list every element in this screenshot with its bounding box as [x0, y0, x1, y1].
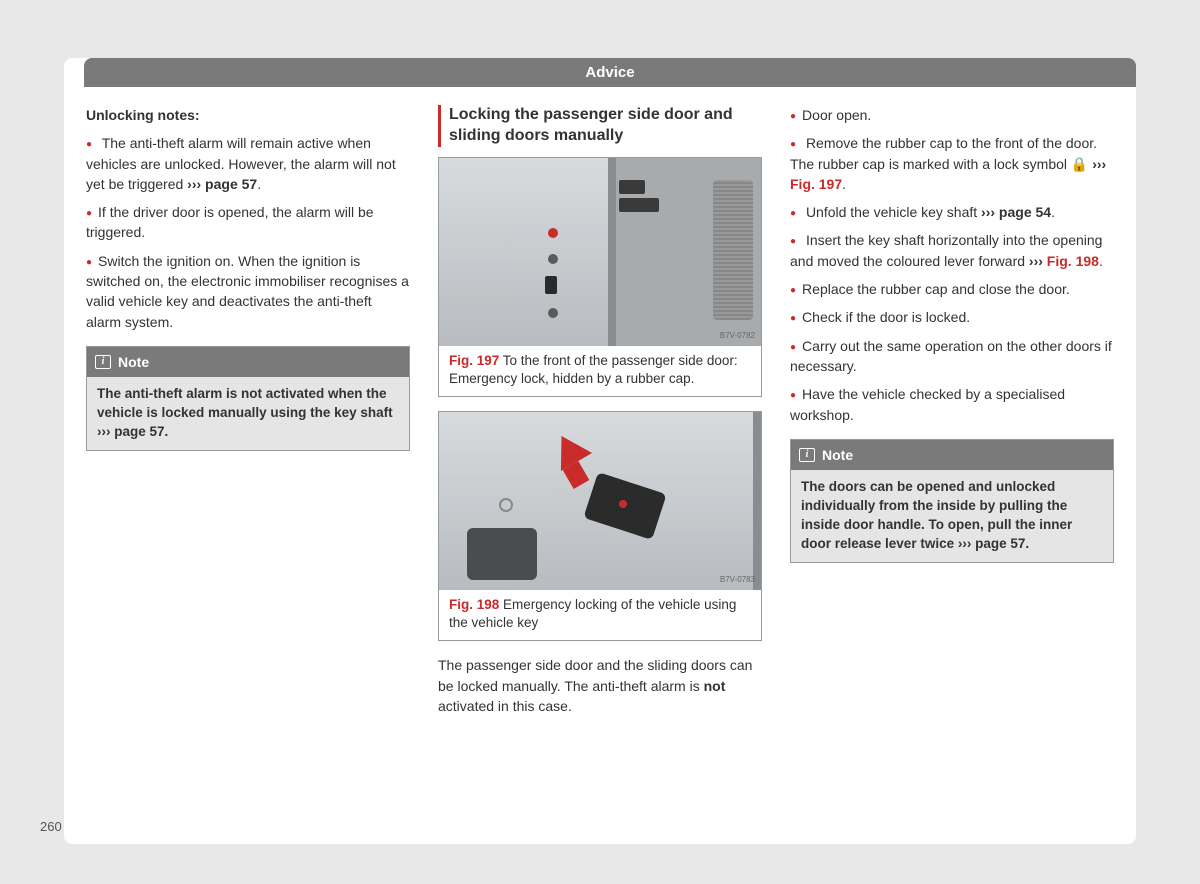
info-icon: i	[799, 448, 815, 462]
page-reference: page 57	[201, 176, 257, 192]
bullet-text: Check if the door is locked.	[802, 309, 970, 325]
list-item: Remove the rubber cap to the front of th…	[790, 133, 1114, 194]
list-item: Door open.	[790, 105, 1114, 125]
column-3: Door open. Remove the rubber cap to the …	[790, 105, 1114, 724]
note-tail: .	[165, 424, 169, 439]
image-code: B7V-0782	[720, 330, 755, 342]
column-1: Unlocking notes: The anti-theft alarm wi…	[86, 105, 410, 724]
bullet-tail: .	[1099, 253, 1103, 269]
bullet-text: Door open.	[802, 107, 871, 123]
locking-manually-title: Locking the passenger side door and slid…	[438, 105, 762, 147]
note-label: Note	[118, 352, 149, 372]
page-reference: page 57	[111, 424, 165, 439]
procedure-list: Door open. Remove the rubber cap to the …	[790, 105, 1114, 425]
ref-arrow-icon: ›››	[1029, 253, 1043, 269]
page-reference: page 54	[995, 204, 1051, 220]
ref-arrow-icon: ›››	[1092, 156, 1106, 172]
list-item: Have the vehicle checked by a specialise…	[790, 384, 1114, 425]
ref-arrow-icon: ›››	[981, 204, 995, 220]
list-item: Check if the door is locked.	[790, 307, 1114, 327]
note-body: The doors can be opened and unlocked ind…	[791, 470, 1113, 562]
figure-198-caption: Fig. 198 Emergency locking of the vehicl…	[439, 590, 761, 640]
ref-arrow-icon: ›››	[187, 176, 201, 192]
content-columns: Unlocking notes: The anti-theft alarm wi…	[64, 87, 1136, 724]
note-text: The doors can be opened and unlocked ind…	[801, 479, 1072, 551]
column-2: Locking the passenger side door and slid…	[438, 105, 762, 724]
note-box: i Note The doors can be opened and unloc…	[790, 439, 1114, 563]
page-number: 260	[40, 819, 62, 834]
bullet-text: Remove the rubber cap to the front of th…	[790, 135, 1097, 171]
note-box: i Note The anti-theft alarm is not activ…	[86, 346, 410, 451]
figure-reference: Fig. 197	[790, 176, 842, 192]
para-bold: not	[704, 678, 726, 694]
note-tail: .	[1025, 536, 1029, 551]
manual-page: Advice Unlocking notes: The anti-theft a…	[64, 58, 1136, 844]
unlocking-notes-list: The anti-theft alarm will remain active …	[86, 133, 410, 332]
figure-197-caption: Fig. 197 To the front of the passenger s…	[439, 346, 761, 396]
ref-arrow-icon: ›››	[97, 424, 111, 439]
figure-reference: Fig. 198	[1043, 253, 1099, 269]
figure-number: Fig. 197	[449, 353, 499, 368]
page-reference: page 57	[971, 536, 1025, 551]
figure-197: B7V-0782 Fig. 197 To the front of the pa…	[438, 157, 762, 397]
image-code: B7V-0783	[720, 574, 755, 586]
note-label: Note	[822, 445, 853, 465]
note-text: The anti-theft alarm is not activated wh…	[97, 386, 393, 420]
figure-197-image: B7V-0782	[439, 158, 761, 346]
bullet-text: Unfold the vehicle key shaft	[806, 204, 981, 220]
list-item: Insert the key shaft horizontally into t…	[790, 230, 1114, 271]
body-paragraph: The passenger side door and the sliding …	[438, 655, 762, 716]
bullet-tail: .	[842, 176, 846, 192]
para-b: activated in this case.	[438, 698, 572, 714]
figure-198: B7V-0783 Fig. 198 Emergency locking of t…	[438, 411, 762, 641]
list-item: If the driver door is opened, the alarm …	[86, 202, 410, 243]
ref-arrow-icon: ›››	[958, 536, 972, 551]
bullet-text: Switch the ignition on. When the ignitio…	[86, 253, 409, 330]
list-item: Switch the ignition on. When the ignitio…	[86, 251, 410, 332]
bullet-tail: .	[257, 176, 261, 192]
section-header: Advice	[84, 58, 1136, 87]
bullet-text: Have the vehicle checked by a specialise…	[790, 386, 1065, 422]
note-header: i Note	[87, 347, 409, 377]
list-item: The anti-theft alarm will remain active …	[86, 133, 410, 194]
figure-number: Fig. 198	[449, 597, 499, 612]
list-item: Carry out the same operation on the othe…	[790, 336, 1114, 377]
bullet-text: Carry out the same operation on the othe…	[790, 338, 1112, 374]
list-item: Unfold the vehicle key shaft ››› page 54…	[790, 202, 1114, 222]
list-item: Replace the rubber cap and close the doo…	[790, 279, 1114, 299]
bullet-text: If the driver door is opened, the alarm …	[86, 204, 374, 240]
bullet-text: Replace the rubber cap and close the doo…	[802, 281, 1070, 297]
note-header: i Note	[791, 440, 1113, 470]
note-body: The anti-theft alarm is not activated wh…	[87, 377, 409, 450]
figure-198-image: B7V-0783	[439, 412, 761, 590]
unlocking-notes-heading: Unlocking notes:	[86, 105, 410, 125]
info-icon: i	[95, 355, 111, 369]
bullet-tail: .	[1051, 204, 1055, 220]
